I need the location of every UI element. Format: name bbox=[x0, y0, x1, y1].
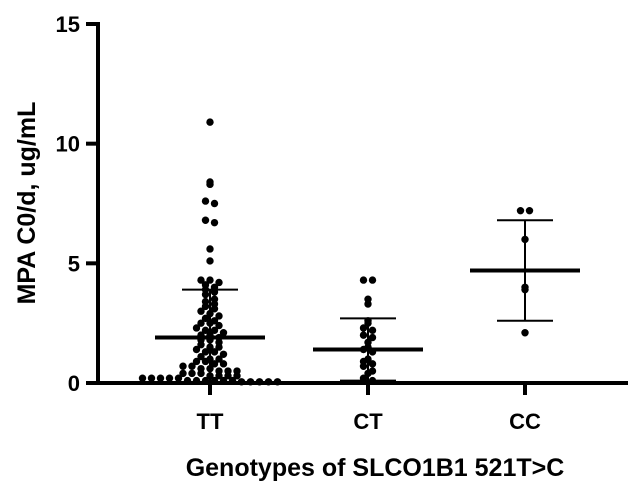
data-point bbox=[201, 314, 210, 323]
x-tick-label: TT bbox=[197, 409, 224, 434]
data-point bbox=[359, 362, 368, 370]
data-point bbox=[525, 206, 534, 215]
data-point bbox=[201, 302, 210, 311]
data-point bbox=[233, 372, 241, 380]
mean-sd-bars bbox=[155, 219, 580, 384]
data-point bbox=[197, 307, 205, 315]
y-ticks: 0 5 10 15 bbox=[56, 12, 98, 396]
data-point bbox=[359, 324, 368, 332]
data-point bbox=[521, 329, 529, 337]
data-point bbox=[368, 276, 377, 284]
data-point bbox=[255, 378, 264, 386]
data-point bbox=[179, 362, 187, 370]
data-point bbox=[516, 206, 525, 215]
data-point bbox=[206, 180, 214, 189]
data-point bbox=[197, 369, 205, 378]
data-point bbox=[156, 374, 165, 382]
data-point bbox=[215, 312, 223, 320]
x-axis-title: Genotypes of SLCO1B1 521T>C bbox=[186, 454, 565, 482]
data-point bbox=[188, 362, 196, 370]
data-point bbox=[201, 216, 210, 224]
data-point bbox=[215, 355, 223, 363]
data-points bbox=[138, 118, 534, 386]
y-tick-label: 10 bbox=[56, 132, 80, 157]
data-point bbox=[215, 278, 223, 287]
data-point bbox=[368, 333, 377, 342]
x-ticks: TT CT CC bbox=[197, 383, 541, 434]
data-point bbox=[147, 374, 156, 382]
y-tick-label: 5 bbox=[68, 251, 80, 276]
data-point bbox=[201, 197, 210, 205]
x-tick-label: CC bbox=[509, 409, 541, 434]
data-point bbox=[192, 357, 201, 366]
data-point bbox=[174, 374, 183, 382]
data-point bbox=[201, 290, 210, 299]
data-point bbox=[210, 360, 219, 368]
data-point bbox=[219, 360, 228, 368]
data-point bbox=[246, 378, 255, 386]
data-point bbox=[264, 378, 273, 386]
data-point bbox=[201, 326, 210, 335]
data-point bbox=[219, 350, 228, 358]
data-point bbox=[206, 276, 214, 284]
data-point bbox=[192, 324, 201, 332]
x-tick-label: CT bbox=[353, 409, 383, 434]
data-point bbox=[201, 357, 210, 366]
data-point bbox=[210, 199, 219, 208]
data-point bbox=[179, 369, 187, 378]
y-axis-title: MPA C0/d, ug/mL bbox=[13, 102, 41, 305]
y-tick-label: 15 bbox=[56, 12, 80, 37]
data-point bbox=[210, 348, 219, 356]
data-point bbox=[359, 276, 368, 284]
data-point bbox=[359, 331, 368, 339]
data-point bbox=[224, 372, 232, 380]
data-point bbox=[197, 276, 205, 284]
data-point bbox=[364, 300, 372, 308]
data-point bbox=[237, 378, 246, 386]
data-point bbox=[197, 319, 205, 327]
data-point bbox=[165, 374, 174, 382]
y-tick-label: 0 bbox=[68, 371, 80, 396]
data-point bbox=[210, 218, 219, 227]
data-point bbox=[219, 329, 228, 337]
data-point bbox=[215, 321, 223, 330]
data-point bbox=[273, 378, 282, 386]
data-point bbox=[215, 343, 223, 351]
data-point bbox=[197, 341, 205, 349]
data-point bbox=[215, 372, 223, 380]
data-point bbox=[192, 345, 201, 354]
data-point bbox=[197, 352, 205, 361]
data-point bbox=[138, 374, 147, 382]
data-point bbox=[206, 257, 214, 265]
data-point bbox=[368, 326, 377, 335]
data-point bbox=[368, 360, 377, 368]
data-point bbox=[210, 305, 219, 313]
data-point bbox=[206, 118, 214, 126]
data-point bbox=[188, 369, 196, 378]
data-point bbox=[201, 348, 210, 356]
data-point bbox=[206, 245, 214, 253]
data-point bbox=[210, 326, 219, 335]
